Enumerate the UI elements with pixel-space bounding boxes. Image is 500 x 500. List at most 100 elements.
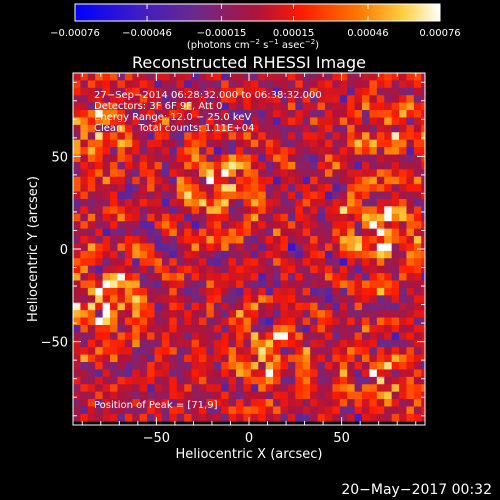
heatmap-cell [176, 339, 185, 348]
heatmap-cell [376, 413, 385, 422]
heatmap-cell [102, 354, 111, 363]
heatmap-cell [287, 347, 296, 355]
heatmap-cell [406, 310, 415, 318]
heatmap-cell [184, 184, 192, 192]
heatmap-cell [80, 310, 89, 318]
heatmap-cell [124, 332, 133, 341]
heatmap-cell [161, 273, 170, 281]
heatmap-cell [213, 295, 222, 304]
heatmap-cell [362, 236, 370, 244]
heatmap-cell [73, 384, 81, 392]
heatmap-cell [421, 236, 425, 244]
heatmap-cell [302, 102, 311, 111]
heatmap-cell [147, 184, 155, 192]
heatmap-cell [206, 339, 215, 348]
heatmap-cell [124, 369, 133, 378]
heatmap-cell [384, 376, 392, 385]
heatmap-cell [198, 250, 207, 259]
heatmap-cell [250, 258, 259, 267]
heatmap-cell [391, 87, 400, 96]
heatmap-cell [362, 206, 370, 215]
y-tick-label: −50 [41, 336, 68, 351]
heatmap-cell [236, 295, 244, 304]
heatmap-cell [206, 317, 215, 326]
heatmap-cell [399, 228, 407, 237]
heatmap-cell [250, 265, 259, 274]
heatmap-cell [399, 198, 407, 207]
heatmap-cell [310, 354, 318, 363]
heatmap-cell [332, 280, 341, 289]
heatmap-cell [324, 324, 333, 333]
heatmap-cell [147, 265, 155, 274]
heatmap-cell [280, 258, 289, 267]
heatmap-cell [339, 206, 348, 215]
heatmap-cell [317, 221, 326, 229]
heatmap-cell [287, 117, 296, 126]
heatmap-cell [87, 191, 96, 200]
heatmap-cell [354, 310, 363, 318]
heatmap-cell [191, 295, 200, 304]
heatmap-cell [324, 184, 333, 192]
heatmap-cell [324, 376, 333, 385]
heatmap-cell [124, 228, 133, 237]
heatmap-cell [384, 399, 392, 407]
heatmap-cell [391, 324, 400, 333]
heatmap-cell [406, 280, 415, 289]
heatmap-cell [391, 339, 400, 348]
heatmap-cell [236, 206, 244, 215]
heatmap-cell [406, 213, 415, 222]
heatmap-cell [110, 80, 118, 89]
heatmap-cell [287, 250, 296, 259]
heatmap-cell [369, 117, 378, 126]
heatmap-cell [236, 147, 244, 155]
heatmap-cell [73, 250, 81, 259]
heatmap-cell [110, 295, 118, 304]
heatmap-cell [265, 273, 274, 281]
heatmap-cell [384, 221, 392, 229]
heatmap-cell [376, 132, 385, 141]
heatmap-cell [339, 80, 348, 89]
heatmap-cell [332, 221, 341, 229]
heatmap-cell [161, 87, 170, 96]
heatmap-cell [139, 280, 148, 289]
heatmap-cell [287, 280, 296, 289]
heatmap-cell [347, 213, 355, 222]
heatmap-cell [236, 80, 244, 89]
heatmap-cell [258, 236, 267, 244]
heatmap-cell [147, 154, 155, 163]
heatmap-cell [339, 176, 348, 185]
heatmap-cell [132, 250, 141, 259]
heatmap-cell [406, 117, 415, 126]
heatmap-cell [95, 369, 103, 378]
heatmap-cell [280, 362, 289, 370]
heatmap-cell [132, 147, 141, 155]
heatmap-cell [132, 258, 141, 267]
heatmap-cell [362, 369, 370, 378]
heatmap-cell [161, 332, 170, 341]
heatmap-cell [324, 206, 333, 215]
heatmap-cell [139, 369, 148, 378]
heatmap-cell [310, 73, 318, 81]
heatmap-cell [139, 236, 148, 244]
heatmap-cell [80, 376, 89, 385]
heatmap-cell [421, 332, 425, 341]
heatmap-cell [324, 302, 333, 311]
heatmap-cell [176, 213, 185, 222]
heatmap-cell [302, 228, 311, 237]
heatmap-cell [102, 258, 111, 267]
heatmap-cell [228, 139, 237, 148]
heatmap-cell [243, 236, 252, 244]
heatmap-cell [384, 317, 392, 326]
heatmap-cell [132, 102, 141, 111]
heatmap-cell [376, 302, 385, 311]
heatmap-cell [406, 184, 415, 192]
heatmap-cell [198, 169, 207, 178]
heatmap-cell [139, 295, 148, 304]
heatmap-cell [265, 176, 274, 185]
heatmap-cell [117, 273, 126, 281]
heatmap-cell [147, 206, 155, 215]
heatmap-cell [250, 310, 259, 318]
heatmap-cell [273, 132, 281, 141]
heatmap-cell [117, 191, 126, 200]
heatmap-cell [399, 221, 407, 229]
